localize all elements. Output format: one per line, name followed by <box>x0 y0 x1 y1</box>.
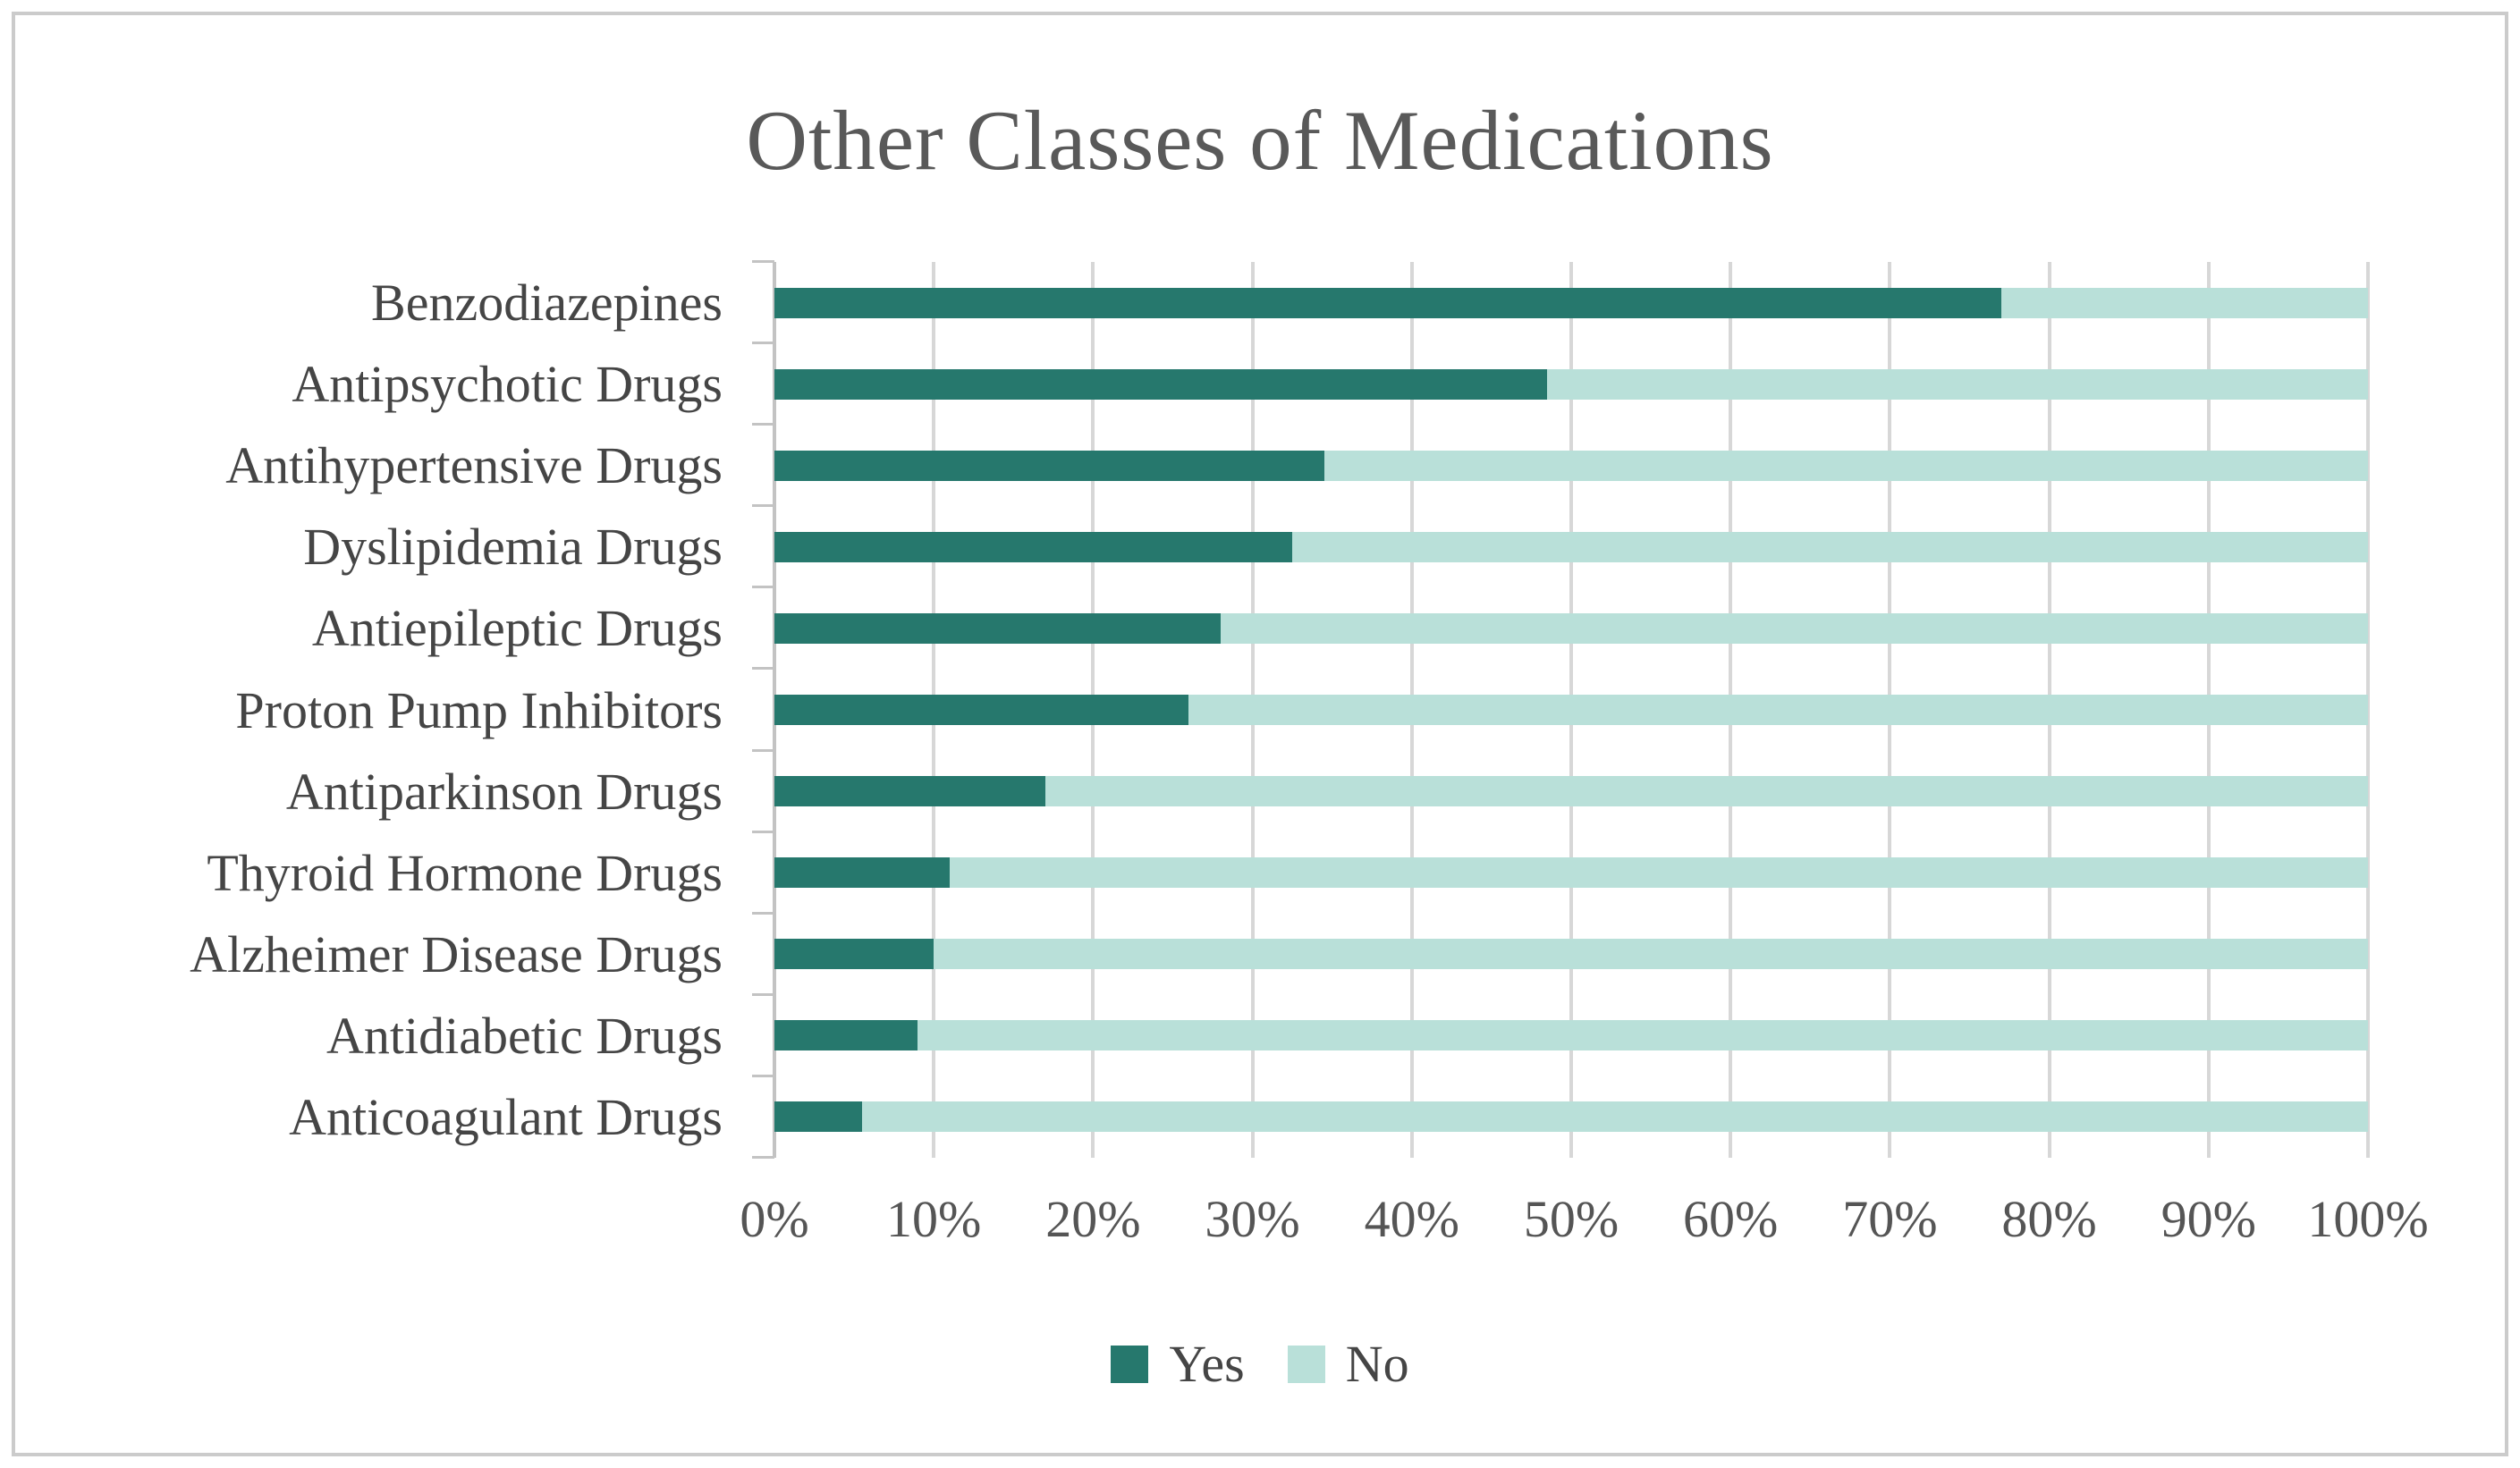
bar-segment-no <box>1547 368 2368 400</box>
bar-row <box>774 425 2368 506</box>
legend-label: Yes <box>1169 1335 1245 1393</box>
category-label: Antiepileptic Drugs <box>311 599 723 658</box>
stacked-bar <box>774 776 2368 807</box>
bar-segment-yes <box>774 368 1548 400</box>
gridline <box>2366 262 2370 1158</box>
bar-segment-no <box>862 1101 2368 1133</box>
stacked-bar <box>774 939 2368 970</box>
stacked-bar <box>774 450 2368 481</box>
bar-segment-yes <box>774 776 1045 807</box>
bar-row <box>774 1076 2368 1158</box>
category-tick-mark <box>752 992 774 996</box>
bar-row <box>774 995 2368 1076</box>
category-label: Antiparkinson Drugs <box>285 762 723 821</box>
category-label: Proton Pump Inhibitors <box>235 680 723 739</box>
bar-row <box>774 506 2368 587</box>
legend: Yes No <box>0 1334 2520 1394</box>
stacked-bar <box>774 612 2368 644</box>
stacked-bar <box>774 368 2368 400</box>
value-axis-labels: 0% 10% 20% 30% 40% 50% 60% 70% 80% 90% 100% <box>740 1189 2428 1256</box>
bar-segment-yes <box>774 695 1189 726</box>
bar-row <box>774 669 2368 750</box>
legend-item-no: No <box>1287 1334 1409 1394</box>
category-axis-tick-marks <box>752 260 774 1159</box>
category-label: Dyslipidemia Drugs <box>303 518 723 577</box>
legend-swatch-no <box>1287 1345 1325 1383</box>
category-axis-labels: Benzodiazepines Antipsychotic Drugs Antihy… <box>36 262 723 1158</box>
category-tick-mark <box>752 504 774 508</box>
category-tick-mark <box>752 667 774 671</box>
category-tick-mark <box>752 586 774 589</box>
value-tick-label: 50% <box>1523 1190 1619 1248</box>
value-tick-label: 10% <box>886 1190 982 1248</box>
bar-segment-yes <box>774 1020 918 1051</box>
category-label: Thyroid Hormone Drugs <box>207 843 723 902</box>
value-tick-label: 30% <box>1205 1190 1300 1248</box>
value-tick-label: 80% <box>2001 1190 2097 1248</box>
bar-row <box>774 587 2368 669</box>
bar-segment-yes <box>774 939 934 970</box>
bar-segment-yes <box>774 612 1221 644</box>
category-label: Antidiabetic Drugs <box>326 1006 723 1065</box>
bar-segment-no <box>918 1020 2368 1051</box>
bar-segment-yes <box>774 1101 862 1133</box>
bar-segment-no <box>2001 287 2368 318</box>
bar-segment-no <box>1323 450 2368 481</box>
bar-segment-no <box>1220 612 2368 644</box>
value-tick-label: 100% <box>2307 1190 2429 1248</box>
value-tick-label: 70% <box>1842 1190 1938 1248</box>
value-tick-label: 40% <box>1364 1190 1459 1248</box>
bar-segment-yes <box>774 857 951 889</box>
category-tick-mark <box>752 423 774 426</box>
stacked-bar <box>774 695 2368 726</box>
bar-segment-no <box>1188 695 2368 726</box>
bar-segment-no <box>950 857 2368 889</box>
legend-item-yes: Yes <box>1111 1334 1245 1394</box>
chart-title: Other Classes of Medications <box>746 93 1774 188</box>
bar-row <box>774 343 2368 425</box>
bar-segment-yes <box>774 287 2002 318</box>
bar-row <box>774 262 2368 343</box>
category-label: Antipsychotic Drugs <box>292 355 723 414</box>
stacked-bar <box>774 287 2368 318</box>
category-tick-mark <box>752 342 774 345</box>
category-label: Anticoagulant Drugs <box>289 1087 723 1146</box>
category-tick-mark <box>752 830 774 833</box>
category-tick-mark <box>752 911 774 915</box>
value-tick-label: 20% <box>1045 1190 1141 1248</box>
bar-segment-no <box>1044 776 2368 807</box>
value-tick-label: 90% <box>2161 1190 2256 1248</box>
category-tick-mark <box>752 260 774 263</box>
legend-swatch-yes <box>1111 1345 1149 1383</box>
category-label: Alzheimer Disease Drugs <box>190 924 723 983</box>
bar-segment-yes <box>774 531 1293 562</box>
plot-area <box>773 262 2370 1158</box>
value-tick-label: 0% <box>740 1190 809 1248</box>
category-tick-mark <box>752 1074 774 1077</box>
bar-segment-no <box>934 939 2368 970</box>
bar-segment-yes <box>774 450 1324 481</box>
legend-label: No <box>1345 1335 1409 1393</box>
bar-row <box>774 914 2368 995</box>
category-tick-mark <box>752 748 774 752</box>
stacked-bar <box>774 531 2368 562</box>
bar-rows <box>774 262 2368 1158</box>
value-tick-label: 60% <box>1683 1190 1779 1248</box>
bar-segment-no <box>1292 531 2368 562</box>
category-label: Antihypertensive Drugs <box>225 436 723 495</box>
bar-row <box>774 751 2368 832</box>
stacked-bar <box>774 1101 2368 1133</box>
category-tick-mark <box>752 1156 774 1159</box>
bar-row <box>774 832 2368 914</box>
category-label: Benzodiazepines <box>371 274 723 333</box>
stacked-bar <box>774 857 2368 889</box>
stacked-bar <box>774 1020 2368 1051</box>
